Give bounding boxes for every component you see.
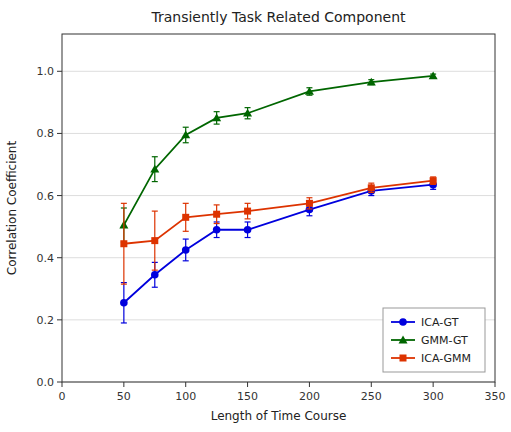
data-layer	[119, 71, 437, 323]
tick-label: 200	[299, 390, 320, 403]
tick-mark	[57, 71, 62, 72]
data-point	[213, 211, 220, 218]
tick-mark	[57, 195, 62, 196]
legend-marker	[399, 318, 407, 326]
chart: 0.0 0.2 0.4 0.6 0.8 1.0 0 50 100 150 200 250 300 350 T…	[0, 0, 511, 432]
data-point	[151, 271, 159, 279]
tick-label: 1.0	[37, 65, 55, 78]
tick-label: 0	[59, 390, 66, 403]
tick-mark	[371, 382, 372, 387]
grid-line	[62, 257, 495, 258]
data-point	[367, 78, 376, 86]
y-axis-label: Correlation Coefficient	[5, 141, 19, 276]
tick-label: 0.4	[37, 252, 55, 265]
data-point	[243, 109, 252, 117]
tick-label: 300	[423, 390, 444, 403]
legend-label: GMM-GT	[421, 334, 468, 347]
x-axis-label: Length of Time Course	[211, 409, 347, 423]
tick-label: 350	[485, 390, 506, 403]
grid-line	[62, 195, 495, 196]
tick-mark	[247, 382, 248, 387]
legend-marker	[399, 336, 408, 344]
data-point	[305, 87, 314, 95]
data-point	[181, 130, 190, 138]
error-bar	[183, 239, 189, 261]
grid-line	[62, 71, 495, 72]
data-point	[120, 299, 128, 307]
error-bar	[183, 203, 189, 231]
tick-mark	[495, 382, 496, 387]
tick-mark	[57, 133, 62, 134]
plot-frame	[62, 34, 495, 382]
plot-background	[62, 34, 495, 382]
legend-label: ICA-GMM	[421, 352, 471, 365]
data-point	[120, 240, 127, 247]
error-bar	[430, 177, 436, 184]
data-point	[244, 226, 252, 234]
tick-label: 0.6	[37, 190, 55, 203]
series-line	[124, 76, 433, 225]
data-point	[151, 237, 158, 244]
data-point	[182, 214, 189, 221]
legend-label: ICA-GT	[421, 316, 459, 329]
tick-label: 250	[361, 390, 382, 403]
data-point	[368, 184, 375, 191]
series-line	[124, 181, 433, 244]
legend-marker	[400, 355, 407, 362]
data-point	[213, 226, 221, 234]
tick-label: 0.0	[37, 376, 55, 389]
data-point	[244, 208, 251, 215]
tick-mark	[57, 319, 62, 320]
error-bar	[245, 222, 251, 238]
error-bar	[214, 222, 220, 238]
tick-label: 0.2	[37, 314, 55, 327]
data-point	[182, 246, 190, 254]
tick-mark	[62, 382, 63, 387]
error-bar	[245, 203, 251, 219]
tick-mark	[57, 382, 62, 383]
tick-mark	[57, 257, 62, 258]
data-point	[430, 177, 437, 184]
data-point	[212, 113, 221, 121]
error-bar	[152, 211, 158, 270]
tick-label: 0.8	[37, 127, 55, 140]
tick-label: 50	[117, 390, 131, 403]
data-point	[429, 71, 438, 79]
tick-label: 150	[237, 390, 258, 403]
grid-line	[62, 133, 495, 134]
data-point	[150, 165, 159, 173]
error-bar	[121, 283, 127, 323]
tick-mark	[309, 382, 310, 387]
data-point	[306, 200, 313, 207]
tick-mark	[185, 382, 186, 387]
error-bar	[368, 183, 374, 192]
title: Transiently Task Related Component	[150, 9, 406, 25]
series-line	[124, 185, 433, 303]
tick-label: 100	[175, 390, 196, 403]
tick-mark	[433, 382, 434, 387]
legend-box	[383, 308, 485, 372]
error-bar	[121, 203, 127, 284]
tick-mark	[123, 382, 124, 387]
legend: ICA-GT GMM-GT ICA-GMM	[383, 308, 485, 372]
error-bar	[214, 205, 220, 224]
error-bar	[306, 198, 312, 209]
